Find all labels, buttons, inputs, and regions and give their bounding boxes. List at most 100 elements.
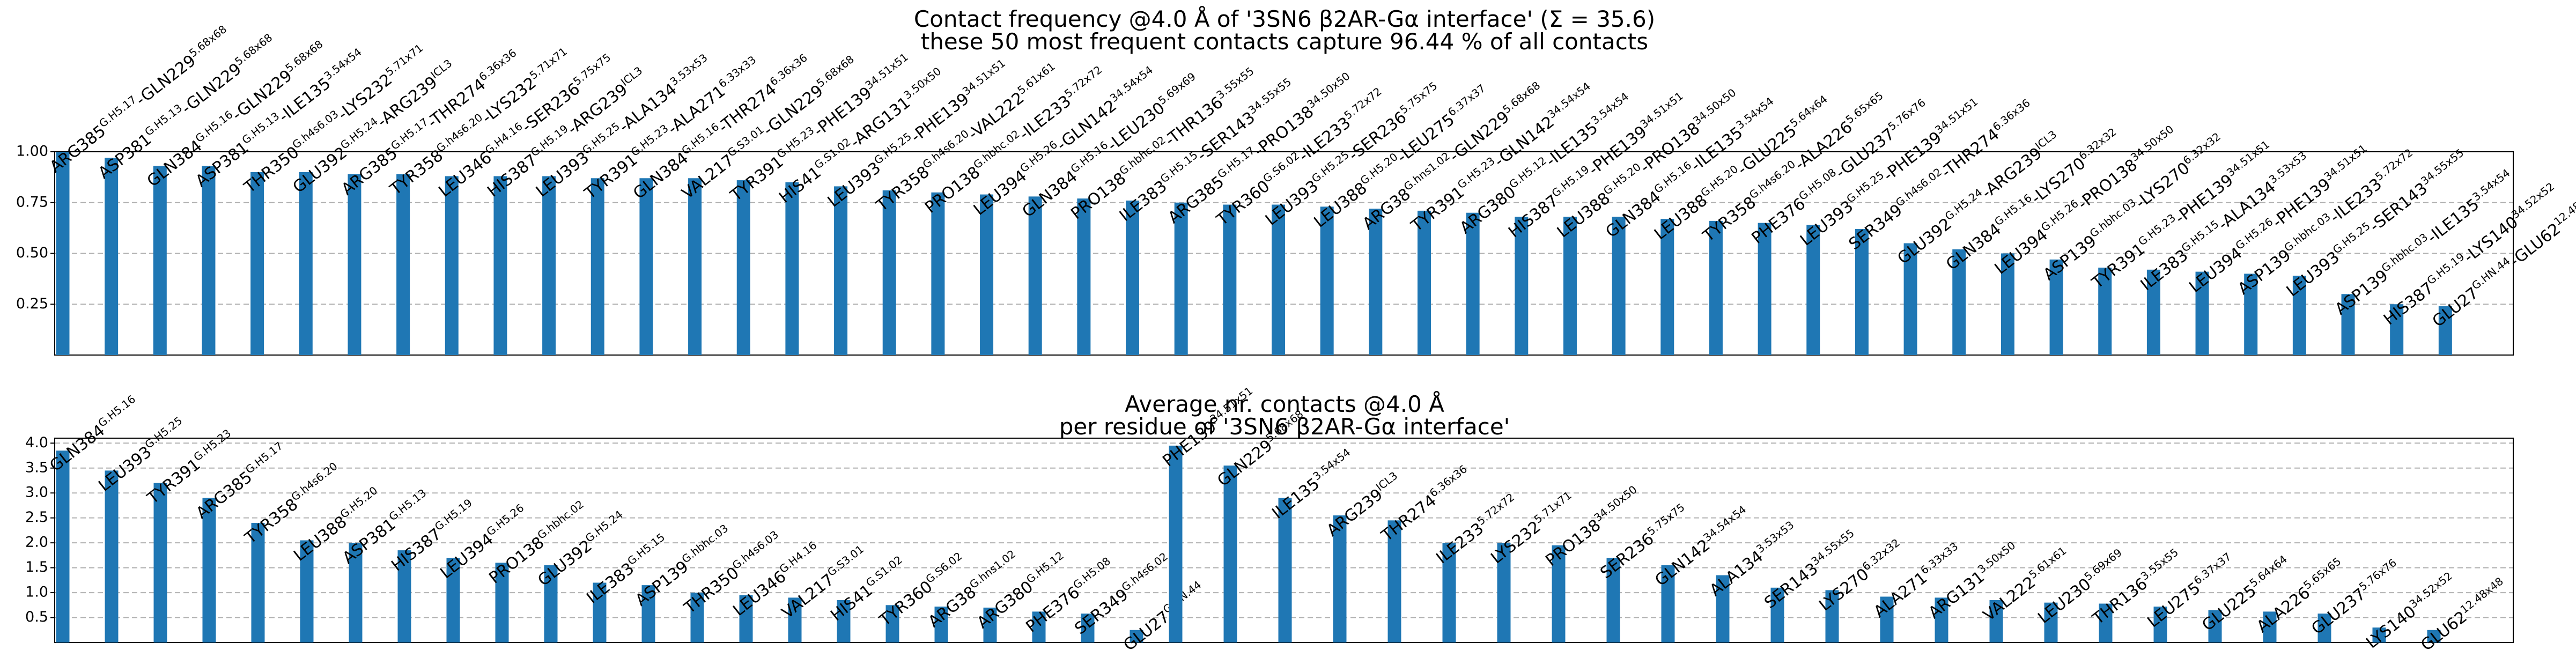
bar [250,172,264,355]
label-residue: THR136 [2089,574,2151,629]
label-superscript: 5.71x71 [383,41,425,78]
bar [2341,294,2355,355]
label-superscript: G.H5.17 [243,439,285,476]
label-superscript: 34.52x52 [2509,180,2557,221]
y-tick-label: 1.0 [25,584,48,601]
label-residue: ARG131 [1925,567,1988,623]
y-tick-label: 1.00 [16,143,48,160]
bar [1278,498,1292,642]
label-superscript: 5.69x69 [2082,546,2124,583]
label-superscript: 5.68x68 [1500,79,1542,116]
bar [1223,204,1237,355]
bar [690,593,704,642]
label-residue: GLU27 [1120,608,1173,650]
label-residue: LEU230 [2034,575,2094,627]
bar [1563,217,1577,355]
bar [834,186,848,355]
label-superscript: 5.71x71 [527,45,570,82]
label-superscript: G.H4.16 [777,538,819,575]
label-superscript: G.H5.19 [2424,250,2467,287]
label-residue: VAL217 [778,570,838,622]
label-superscript: 5.72x72 [1341,85,1384,122]
bar [105,470,119,642]
label-residue: GLN142 [1651,536,1714,590]
label-superscript: 3.54x54 [1310,446,1353,483]
label-superscript: 34.51x51 [2321,142,2369,183]
label-superscript: 34.51x51 [1637,90,1685,131]
bar-label: ARG380G.H5.12 [972,549,1071,632]
label-superscript: G.hns1.02 [967,547,1018,591]
label-residue: LYS270 [1815,565,1872,615]
bar [1903,243,1917,355]
label-residue: LEU275 [2144,579,2204,631]
bar [785,182,799,355]
bar [202,166,216,355]
bar [1126,200,1140,355]
bar [2001,253,2014,355]
label-residue: SER349 [1071,585,1132,638]
label-superscript: 5.68x68 [232,31,275,68]
bar [1716,575,1730,642]
label-superscript: 3.55x55 [1214,64,1256,101]
label-residue: GLU27 [2429,284,2482,331]
label-superscript: 5.61x61 [2026,544,2069,581]
label-superscript: G.h4s6.20 [289,460,339,504]
label-residue: -THR274 [1938,125,2003,182]
bar [2427,630,2441,642]
bar-label: ASP139G.hbhc.03 [631,522,736,610]
label-superscript: G.H5.08 [1071,555,1113,592]
label-superscript: G.H5.24 [583,508,625,545]
bar [153,483,167,642]
bar [934,607,948,642]
label-superscript: 5.76x76 [2357,556,2399,593]
label-superscript: 5.72x72 [1474,491,1517,528]
label-superscript: 5.75x75 [1644,501,1687,538]
label-superscript: 6.37x37 [2191,550,2233,587]
bar [1272,204,1285,355]
label-superscript: 6.36x36 [476,46,519,83]
label-residue: TYR360 [876,577,936,630]
bar [56,152,70,355]
label-superscript: 3.53x53 [1754,518,1796,555]
bar [837,600,851,642]
label-superscript: G.S1.02 [863,553,905,589]
y-tick-label: 0.25 [16,296,48,312]
label-superscript: 3.54x54 [1733,94,1776,131]
label-superscript: 34.55x55 [1809,527,1856,568]
bar [1758,223,1772,355]
bar-label: ARG38G.hns1.02 [924,547,1023,631]
bar [493,176,507,355]
bar [495,563,509,642]
label-superscript: 12.48x48 [2458,574,2506,616]
label-residue: GLU62 [2417,608,2470,650]
label-superscript: G.h4s6.02 [1119,550,1170,594]
bar [788,597,802,642]
bar [1032,611,1046,642]
bar [591,178,604,355]
label-superscript: 34.51x51 [862,50,910,92]
label-superscript: G.H5.25 [142,414,184,451]
bar [2438,306,2452,355]
label-residue: LEU394 [2186,244,2246,297]
bar [1320,206,1334,355]
label-superscript: 5.69x69 [1156,70,1198,107]
label-superscript: 34.50x50 [1304,70,1352,111]
bar [1028,196,1042,355]
bar [2195,271,2209,355]
label-superscript: 6.32x32 [2076,125,2119,162]
bar [739,595,753,642]
label-superscript: 3.50x50 [1975,539,2018,576]
bar-label: LEU346G.H4.16 [728,538,824,620]
bar [885,605,899,642]
label-superscript: G.H5.13 [142,101,184,138]
label-superscript: 5.75x75 [571,51,613,88]
bar [1130,630,1143,642]
y-tick-label: 4.0 [25,434,48,451]
label-residue: LEU388 [290,512,350,565]
label-residue: ASP139 [2331,266,2392,319]
bar [1223,466,1237,642]
bar [1806,225,1820,355]
bar [542,176,556,355]
bar [1606,558,1620,642]
